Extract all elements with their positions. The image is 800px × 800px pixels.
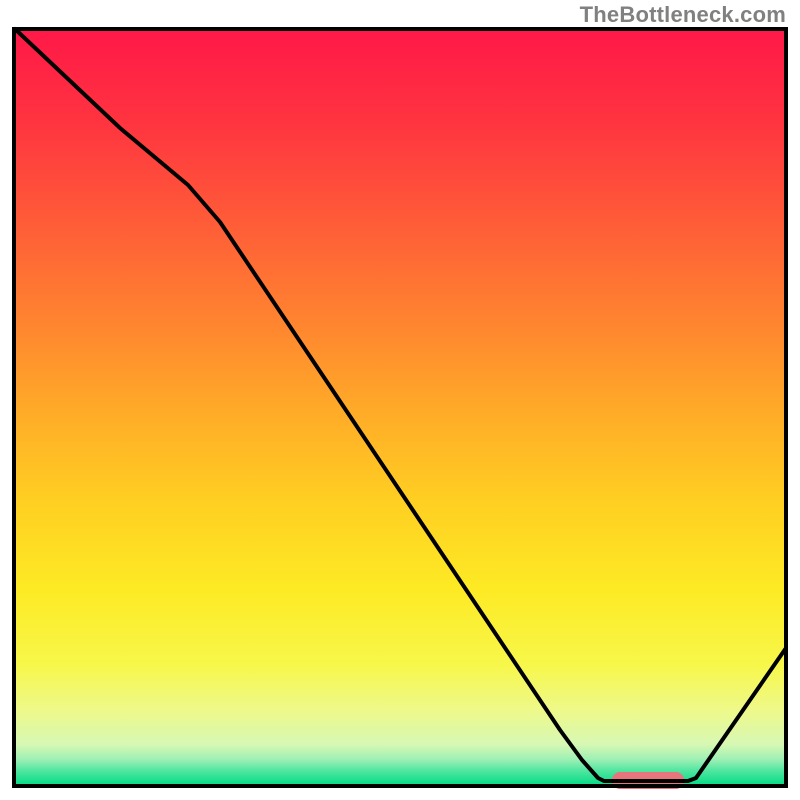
chart-container: TheBottleneck.com <box>0 0 800 800</box>
bottleneck-chart <box>0 0 800 800</box>
gradient-background <box>14 29 786 786</box>
watermark-text: TheBottleneck.com <box>580 2 786 28</box>
